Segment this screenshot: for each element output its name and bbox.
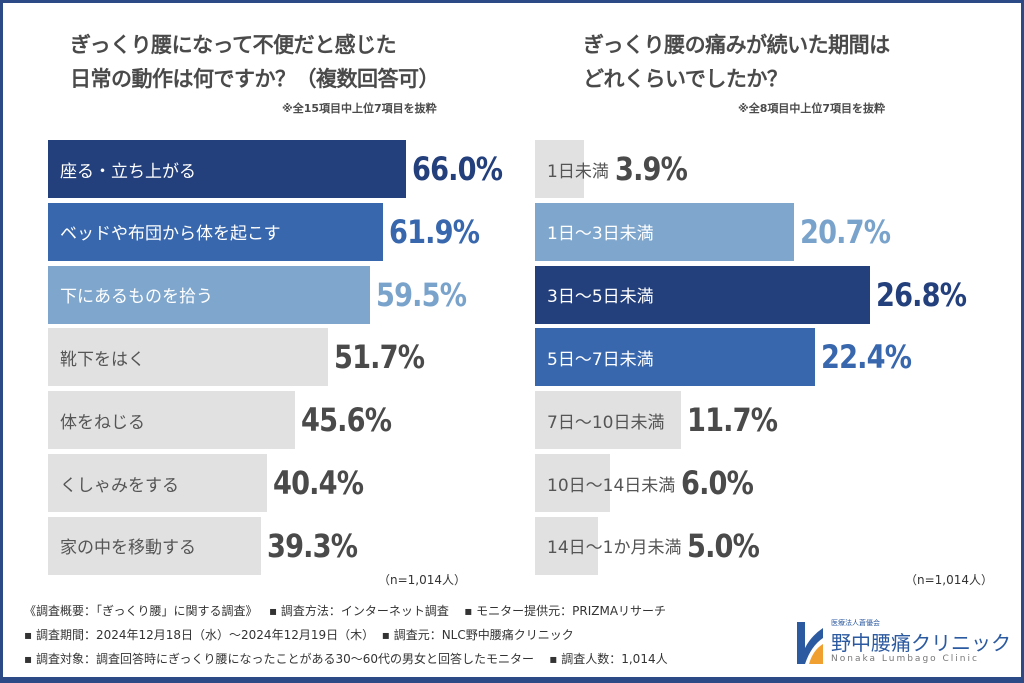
bar-label: 10日～14日未満 bbox=[547, 475, 676, 496]
bar-label: 体をねじる bbox=[60, 412, 145, 433]
bar-row: 14日～1か月未満 5.0% bbox=[535, 516, 771, 575]
bar-row: 3日～5日未満 26.8% bbox=[535, 265, 982, 324]
bar-label: 5日～7日未満 bbox=[547, 349, 654, 370]
footer-line-2: ▪ 調査期間：2024年12月18日（水）～2024年12月19日（木） ▪ 調… bbox=[24, 626, 574, 643]
bar-row: 5日～7日未満 22.4% bbox=[535, 328, 927, 387]
bar-label: 14日～1か月未満 bbox=[547, 538, 682, 559]
bar-row: 1日～3日未満 20.7% bbox=[535, 202, 906, 261]
data-label: 3.9% bbox=[614, 150, 688, 188]
bar-row: 靴下をはく 51.7% bbox=[48, 328, 440, 387]
left-note: ※全15項目中上位7項目を抜粋 bbox=[282, 102, 437, 115]
bar-row: 座る・立ち上がる 66.0% bbox=[48, 140, 518, 198]
bar: ベッドや布団から体を起こす bbox=[48, 202, 384, 261]
data-label: 5.0% bbox=[686, 526, 760, 565]
bar-row: 10日～14日未満 6.0% bbox=[535, 454, 766, 512]
bar: 体をねじる bbox=[48, 391, 296, 450]
left-chart-title: ぎっくり腰になって不便だと感じた 日常の動作は何ですか？（複数回答可） bbox=[70, 28, 440, 96]
title-line: 日常の動作は何ですか？（複数回答可） bbox=[70, 67, 440, 91]
data-label: 26.8% bbox=[876, 275, 967, 314]
bar-label: 家の中を移動する bbox=[60, 538, 196, 559]
bar-label: 3日～5日未満 bbox=[547, 287, 654, 308]
bar: 7日～10日未満 bbox=[535, 391, 682, 450]
survey-count: ▪ 調査人数：1,014人 bbox=[549, 652, 668, 666]
bar: 5日～7日未満 bbox=[535, 328, 815, 387]
left-sample-size: （n=1,014人） bbox=[378, 573, 467, 587]
logo-org: 医療法人蒼優会 bbox=[831, 619, 880, 627]
footer-line-1: 《調査概要：「ぎっくり腰」に関する調査》 ▪ 調査方法：インターネット調査 ▪ … bbox=[24, 602, 666, 619]
bar-label: 靴下をはく bbox=[60, 349, 145, 370]
data-label: 22.4% bbox=[821, 338, 912, 377]
bar-label: くしゃみをする bbox=[60, 475, 179, 496]
survey-target: ▪ 調査対象：調査回答時にぎっくり腰になったことがある30～60代の男女と回答し… bbox=[24, 652, 535, 666]
data-label: 20.7% bbox=[799, 212, 891, 251]
bar: 3日～5日未満 bbox=[535, 265, 870, 324]
bar-row: 家の中を移動する 39.3% bbox=[48, 516, 373, 575]
data-label: 61.9% bbox=[389, 212, 480, 251]
bar-label: 1日未満 bbox=[547, 161, 609, 182]
logo-name: 野中腰痛クリニック bbox=[831, 631, 1011, 655]
clinic-logo: 医療法人蒼優会 野中腰痛クリニック Nonaka Lumbago Clinic bbox=[795, 618, 1011, 668]
bar-row: 1日未満 3.9% bbox=[535, 140, 700, 198]
bar-row: 下にあるものを拾う 59.5% bbox=[48, 265, 483, 324]
data-label: 39.3% bbox=[267, 526, 358, 565]
bar: 1日未満 bbox=[535, 140, 609, 198]
data-label: 51.7% bbox=[334, 338, 425, 377]
title-line: どれくらいでしたか？ bbox=[583, 67, 788, 91]
bar-label: 7日～10日未満 bbox=[547, 412, 665, 433]
title-line: ぎっくり腰になって不便だと感じた bbox=[70, 33, 397, 57]
data-label: 59.5% bbox=[376, 275, 467, 314]
bar-row: ベッドや布団から体を起こす 61.9% bbox=[48, 202, 496, 261]
survey-period: ▪ 調査期間：2024年12月18日（水）～2024年12月19日（木） bbox=[24, 628, 375, 642]
bar: 14日～1か月未満 bbox=[535, 516, 681, 575]
monitor-provider: ▪ モニター提供元：PRIZMAリサーチ bbox=[464, 604, 667, 618]
bar-label: ベッドや布団から体を起こす bbox=[60, 224, 281, 245]
bar: くしゃみをする bbox=[48, 454, 267, 512]
bar-label: 座る・立ち上がる bbox=[60, 161, 196, 182]
title-line: ぎっくり腰の痛みが続いた期間は bbox=[583, 33, 890, 57]
bar: 家の中を移動する bbox=[48, 516, 261, 575]
bar: 10日～14日未満 bbox=[535, 454, 675, 512]
bar-label: 下にあるものを拾う bbox=[60, 287, 213, 308]
data-label: 11.7% bbox=[687, 401, 778, 440]
bar-row: くしゃみをする 40.4% bbox=[48, 454, 379, 512]
footer-line-3: ▪ 調査対象：調査回答時にぎっくり腰になったことがある30～60代の男女と回答し… bbox=[24, 650, 668, 667]
survey-overview: 《調査概要：「ぎっくり腰」に関する調査》 bbox=[24, 604, 258, 618]
bar: 下にあるものを拾う bbox=[48, 265, 371, 324]
data-label: 66.0% bbox=[411, 150, 503, 188]
right-chart-title: ぎっくり腰の痛みが続いた期間は どれくらいでしたか？ bbox=[583, 28, 890, 96]
survey-method: ▪ 調査方法：インターネット調査 bbox=[268, 604, 449, 618]
bar-row: 7日～10日未満 11.7% bbox=[535, 391, 793, 450]
data-label: 6.0% bbox=[681, 464, 754, 502]
right-note: ※全8項目中上位7項目を抜粋 bbox=[738, 102, 886, 115]
logo-english: Nonaka Lumbago Clinic bbox=[831, 654, 979, 664]
bar-row: 体をねじる 45.6% bbox=[48, 391, 407, 450]
bar-label: 1日～3日未満 bbox=[547, 224, 654, 245]
right-sample-size: （n=1,014人） bbox=[905, 573, 994, 587]
bar: 座る・立ち上がる bbox=[48, 140, 406, 198]
bar: 靴下をはく bbox=[48, 328, 329, 387]
bar: 1日～3日未満 bbox=[535, 202, 794, 261]
data-label: 45.6% bbox=[301, 401, 392, 440]
data-label: 40.4% bbox=[272, 464, 364, 502]
logo-mark-icon bbox=[797, 622, 823, 664]
survey-source: ▪ 調査元：NLC野中腰痛クリニック bbox=[381, 628, 574, 642]
